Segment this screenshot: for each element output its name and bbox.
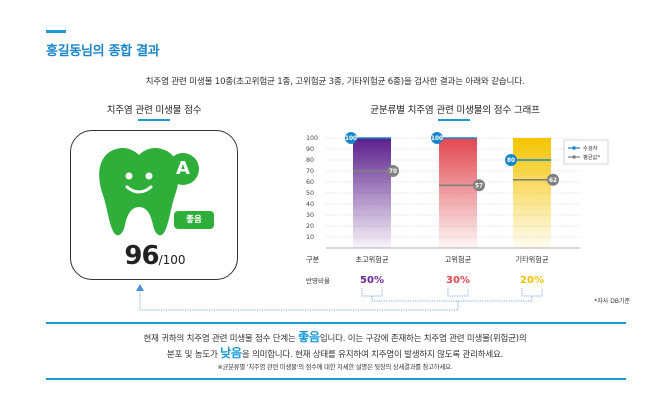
summary-line-1: 현재 귀하의 치주염 관련 미생물 점수 단계는 좋음입니다. 이는 구강에 존… xyxy=(0,329,670,347)
score-section-underline xyxy=(138,119,170,121)
row-label-group: 구분 xyxy=(306,255,320,264)
y-tick-40: 40 xyxy=(306,201,314,208)
page-title: 홍길동님의 종합 결과 xyxy=(46,44,160,59)
ratio-bracket-초고위험균 xyxy=(361,288,383,297)
ratio-고위험균: 30% xyxy=(446,275,470,286)
score-connector-line xyxy=(139,288,533,311)
title-accent-bar xyxy=(46,30,66,33)
average-marker-초고위험균 xyxy=(387,165,399,177)
chart-average-lines xyxy=(353,137,551,187)
subject-value-기타위험균: 80 xyxy=(507,158,515,164)
summary-line-1-post: 입니다. 이는 구강에 존재하는 치주염 관련 미생물(위험균)의 xyxy=(319,334,527,344)
y-tick-10: 10 xyxy=(306,234,314,241)
bar-고위험균 xyxy=(439,138,477,248)
intro-text: 치주염 관련 미생물 10종(초고위험균 1종, 고위험균 3종, 기타위험균 … xyxy=(145,77,525,87)
ratio-bracket-고위험균 xyxy=(447,288,469,297)
x-category-초고위험균: 초고위험균 xyxy=(355,255,388,264)
score-card: A 좋음 96/100 xyxy=(70,130,238,280)
summary-level-highlight: 낮음 xyxy=(220,346,242,360)
summary-line-1-pre: 현재 귀하의 치주염 관련 미생물 점수 단계는 xyxy=(143,334,299,344)
grade-label: 좋음 xyxy=(174,211,214,229)
subject-value-초고위험균: 100 xyxy=(345,136,357,142)
bar-기타위험균 xyxy=(513,138,551,248)
average-marker-고위험균 xyxy=(473,179,485,192)
bar-초고위험균 xyxy=(353,138,391,248)
y-tick-50: 50 xyxy=(306,190,314,197)
average-value-초고위험균: 70 xyxy=(389,169,397,175)
ratio-초고위험균: 50% xyxy=(360,275,384,286)
average-value-기타위험균: 62 xyxy=(549,178,557,184)
summary-line-2-post: 을 의미합니다. 현재 상태를 유지하여 치주염이 발생하지 않도록 관리하세요… xyxy=(241,350,504,360)
graph-section-title: 균분류별 치주염 관련 미생물의 점수 그래프 xyxy=(370,105,540,116)
y-tick-20: 20 xyxy=(306,223,314,230)
y-tick-90: 90 xyxy=(306,146,314,153)
score-max: /100 xyxy=(158,253,186,267)
summary-note: ※균분류별 '치주염 관련 미생물'의 점수에 대한 자세한 설명은 뒷장의 상… xyxy=(217,364,453,371)
average-value-고위험균: 57 xyxy=(475,183,483,189)
score-section-title: 치주염 관련 미생물 점수 xyxy=(106,105,202,116)
x-category-고위험균: 고위험균 xyxy=(445,255,472,264)
average-marker-기타위험균 xyxy=(547,173,559,186)
legend-label-수검자: 수검자 xyxy=(583,144,598,152)
row-label-ratio: 반영비율 xyxy=(306,276,330,285)
graph-section-underline xyxy=(438,119,470,121)
score-value: 96 xyxy=(124,241,159,271)
subject-marker-초고위험균 xyxy=(345,132,357,144)
summary-bottom-divider xyxy=(46,378,626,380)
chart-markers: 100 70 100 57 80 62 xyxy=(345,132,559,192)
x-category-기타위험균: 기타위험균 xyxy=(515,255,548,264)
legend-box xyxy=(563,139,609,165)
y-tick-30: 30 xyxy=(306,212,314,219)
subject-marker-기타위험균 xyxy=(505,154,517,166)
subject-marker-고위험균 xyxy=(431,132,443,144)
ratio-connectors xyxy=(136,284,543,311)
y-tick-60: 60 xyxy=(306,179,314,186)
tooth-icon xyxy=(99,148,179,236)
score-connector-arrow xyxy=(136,284,144,291)
legend-dot-평균값* xyxy=(572,155,576,159)
chart-axis-labels: 10 20 30 40 50 60 70 80 90 100 초고위험균 50% 고위험균 30% 기타위험… xyxy=(306,135,549,286)
legend-dot-수검자 xyxy=(572,146,576,150)
chart-bars xyxy=(353,138,551,248)
y-tick-80: 80 xyxy=(306,157,314,164)
summary-line-2-pre: 분포 및 농도가 xyxy=(166,350,221,360)
summary-line-2: 분포 및 농도가 낮음을 의미합니다. 현재 상태를 유지하여 치주염이 발생하… xyxy=(0,345,670,363)
summary-top-divider xyxy=(46,322,626,324)
y-tick-70: 70 xyxy=(306,168,314,175)
y-tick-100: 100 xyxy=(306,135,318,142)
summary-grade-highlight: 좋음 xyxy=(298,330,320,344)
subject-value-고위험균: 100 xyxy=(431,136,443,142)
score-display: 96/100 xyxy=(71,241,239,271)
grade-badge: A xyxy=(167,153,199,185)
ratio-bracket-기타위험균 xyxy=(521,288,543,297)
source-note: *자사 DB기준 xyxy=(594,298,630,305)
legend-label-평균값*: 평균값* xyxy=(583,153,601,161)
ratio-기타위험균: 20% xyxy=(520,275,544,286)
